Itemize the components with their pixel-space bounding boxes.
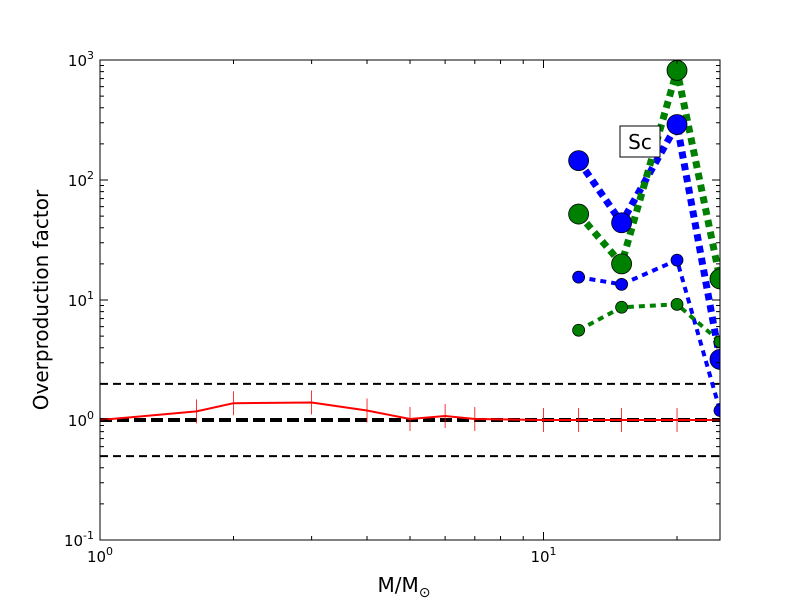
y-tick-label: 102 bbox=[68, 169, 94, 190]
series-4-point-0 bbox=[572, 323, 586, 337]
y-tick-label: 100 bbox=[68, 409, 94, 430]
annotation-label: Sc bbox=[628, 130, 652, 154]
series-4-point-2 bbox=[670, 297, 684, 311]
series-1-point-2 bbox=[666, 114, 688, 135]
y-tick-label: 10-1 bbox=[64, 529, 94, 550]
x-tick-label: 100 bbox=[87, 545, 113, 566]
x-axis-label-main: M/M bbox=[378, 573, 419, 597]
annotation-frame bbox=[619, 125, 661, 158]
series-4-point-3 bbox=[713, 335, 720, 349]
series-3-point-2 bbox=[670, 253, 684, 267]
series-markers bbox=[100, 60, 720, 432]
series-2-point-1 bbox=[611, 253, 633, 275]
x-axis-label: M/M⊙ bbox=[378, 573, 431, 600]
series-lines bbox=[100, 66, 720, 421]
series-2-point-0 bbox=[568, 203, 590, 225]
y-tick-label: 101 bbox=[68, 289, 94, 310]
series-line-2 bbox=[575, 66, 720, 280]
y-tick-label: 103 bbox=[68, 49, 94, 70]
x-tick-label: 101 bbox=[530, 545, 556, 566]
series-2-point-3 bbox=[709, 268, 720, 290]
series-1-point-3 bbox=[709, 348, 720, 370]
annotation-box: Sc bbox=[619, 125, 661, 158]
series-1-point-0 bbox=[568, 150, 590, 172]
series-line-4 bbox=[577, 302, 720, 344]
y-axis-label: Overproduction factor bbox=[29, 189, 53, 410]
series-4-point-1 bbox=[615, 300, 629, 314]
series-line-3 bbox=[578, 258, 720, 412]
series-3-point-3 bbox=[713, 404, 720, 417]
series-1-point-1 bbox=[611, 212, 633, 234]
x-axis-label-subscript: ⊙ bbox=[419, 585, 431, 600]
series-3-point-0 bbox=[572, 270, 586, 284]
series-3-point-1 bbox=[615, 277, 629, 291]
